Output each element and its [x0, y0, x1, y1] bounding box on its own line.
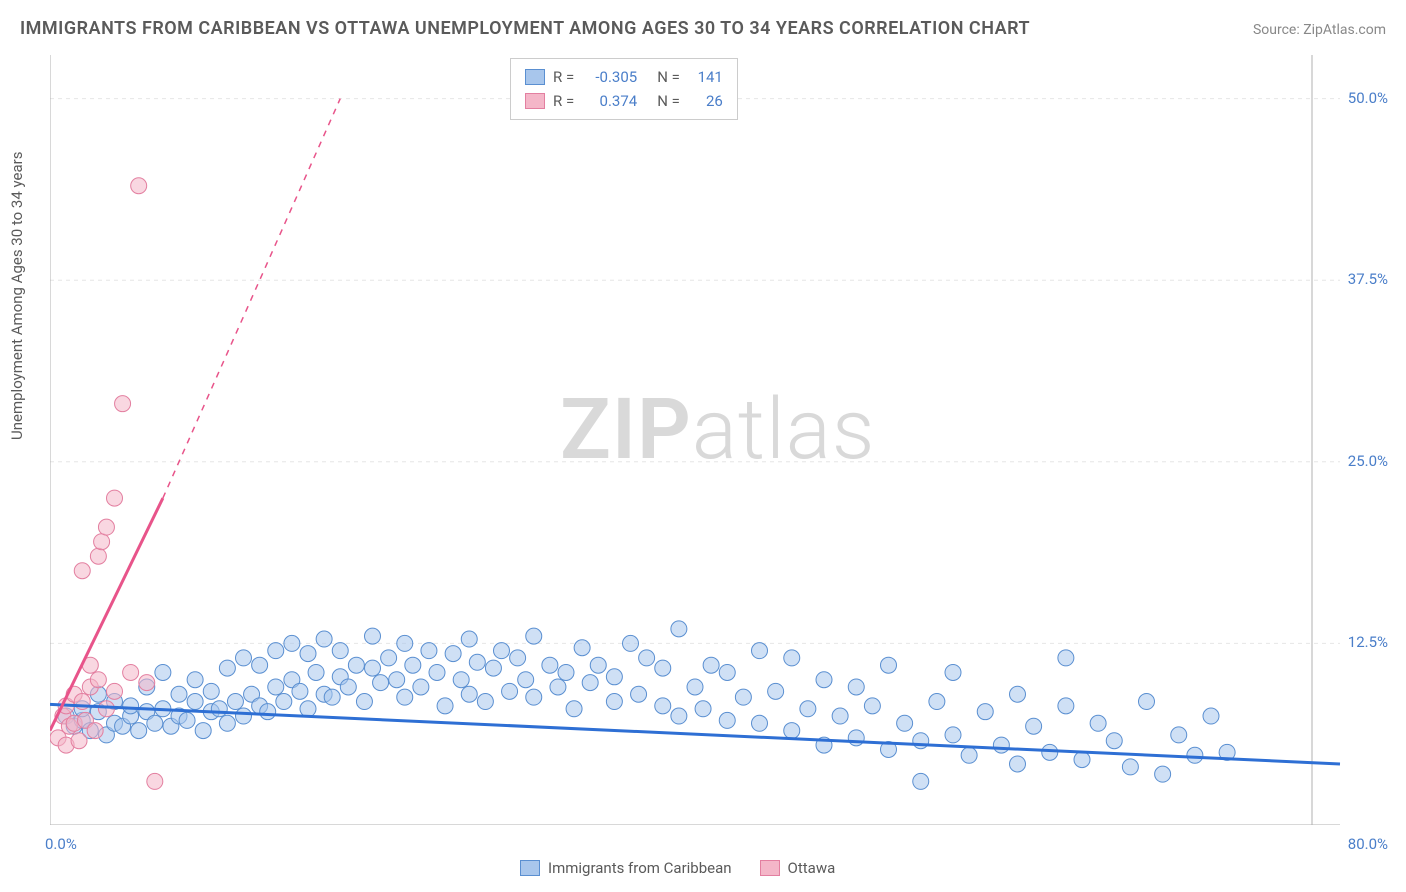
y-tick-label: 37.5% [1348, 270, 1388, 288]
legend-series-item: Immigrants from Caribbean [520, 859, 732, 877]
source-attribution: Source: ZipAtlas.com [1253, 22, 1386, 38]
chart-area [50, 55, 1370, 825]
y-tick-label: 50.0% [1348, 89, 1388, 107]
legend-correlation-row: R =0.374N =26 [525, 89, 723, 113]
x-tick-label: 80.0% [1348, 835, 1388, 853]
x-tick-label: 0.0% [45, 835, 77, 853]
series-legend: Immigrants from Caribbean Ottawa [520, 859, 835, 877]
chart-title: IMMIGRANTS FROM CARIBBEAN VS OTTAWA UNEM… [20, 18, 1030, 39]
legend-series-item: Ottawa [760, 859, 836, 877]
y-tick-label: 12.5% [1348, 633, 1388, 651]
correlation-legend: R =-0.305N =141R =0.374N =26 [510, 58, 738, 120]
legend-correlation-row: R =-0.305N =141 [525, 65, 723, 89]
y-axis-label: Unemployment Among Ages 30 to 34 years [8, 152, 26, 440]
scatter-plot-svg [50, 55, 1370, 825]
y-tick-label: 25.0% [1348, 452, 1388, 470]
